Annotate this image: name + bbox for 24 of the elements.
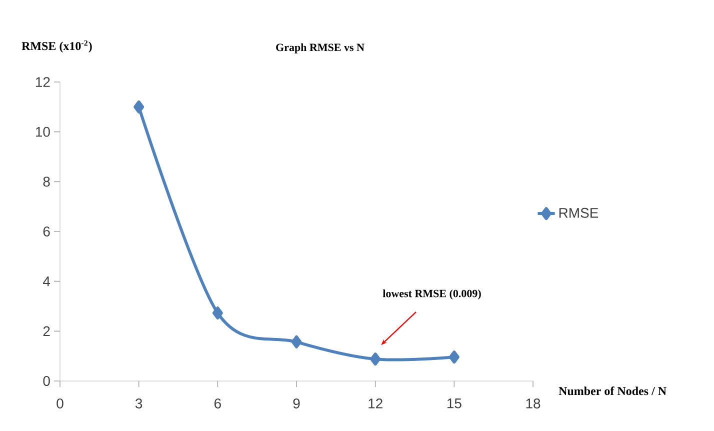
- y-tick-label: 4: [42, 276, 50, 286]
- x-tick-label: 12: [368, 398, 382, 408]
- x-tick-label: 6: [214, 398, 221, 408]
- x-tick-label: 3: [135, 398, 142, 408]
- x-tick-label: 0: [56, 398, 64, 408]
- legend-label: RMSE: [559, 208, 598, 218]
- y-tick-label: 6: [43, 226, 50, 236]
- x-tick-label: 15: [447, 398, 462, 408]
- x-tick-label: 18: [526, 398, 540, 408]
- y-tick-label: 8: [43, 176, 50, 187]
- point: [291, 335, 302, 348]
- x-tick-label: 9: [293, 398, 300, 408]
- annotation: lowest RMSE (0.009): [382, 290, 481, 300]
- y-axis-title: RMSE (x10$^{-2}$): [22, 40, 92, 53]
- point: [370, 352, 381, 366]
- y-tick-label: 12: [36, 77, 50, 87]
- chart-title: Graph RMSE vs N: [276, 43, 364, 54]
- point: [134, 100, 144, 114]
- point: [448, 350, 460, 364]
- point: [212, 306, 223, 320]
- y-tick-label: 10: [36, 126, 50, 137]
- x-axis-title: Number of Nodes / N: [558, 386, 666, 396]
- y-tick-label: 0: [43, 376, 50, 386]
- y-tick-label: 2: [43, 326, 50, 336]
